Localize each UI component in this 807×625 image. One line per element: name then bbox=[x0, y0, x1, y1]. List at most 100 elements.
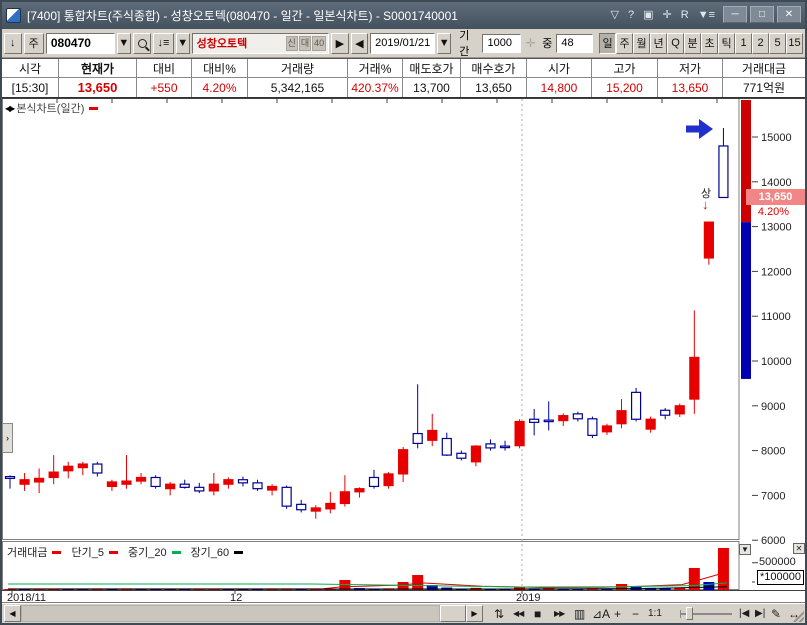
timeframe-button-1[interactable]: 1 bbox=[735, 32, 752, 54]
quote-value: +550 bbox=[150, 80, 178, 95]
left-panel-handle[interactable]: › bbox=[2, 423, 13, 453]
volume-legend: 거래대금 단기_5 중기_20 장기_60 bbox=[7, 544, 253, 560]
sort-button[interactable]: ↓≡ bbox=[153, 32, 174, 54]
pushpin-icon[interactable]: ✛ bbox=[662, 9, 672, 21]
auto-scale-icon[interactable]: ⇅ bbox=[494, 607, 505, 621]
next-day-button[interactable]: ▶ bbox=[331, 32, 349, 54]
search-button[interactable] bbox=[132, 32, 152, 54]
chart-area: 15000 14000 13000 12000 11000 10000 9000 8000 70… bbox=[2, 98, 805, 604]
quote-value: 13,650 bbox=[671, 80, 709, 95]
rewind-icon[interactable]: ◀◀ bbox=[513, 609, 524, 618]
timeframe-button-15[interactable]: 15 bbox=[786, 32, 803, 54]
timeframe-button-월[interactable]: 월 bbox=[633, 32, 650, 54]
stock-badge-2: 40 bbox=[312, 35, 327, 51]
minimize-button[interactable]: ─ bbox=[723, 6, 747, 23]
titlebar-icon-group: ▽? ▣ ✛ R ▼≡ bbox=[611, 2, 715, 29]
sort-dropdown-icon[interactable]: ▼ bbox=[175, 32, 190, 54]
count-label: 중 bbox=[542, 38, 553, 50]
quote-value: 771억원 bbox=[742, 81, 786, 95]
timeframe-button-년[interactable]: 년 bbox=[650, 32, 667, 54]
period-grid-icon[interactable]: ▥ bbox=[574, 607, 586, 621]
splitter-icon[interactable]: ◀▶ bbox=[5, 103, 15, 113]
r-mode-icon[interactable]: R bbox=[680, 9, 689, 21]
window-title: [7400] 통합차트(주식종합) - 성창오토텍(080470 - 일간 - … bbox=[27, 9, 458, 23]
quote-header: 거래량 bbox=[248, 59, 347, 78]
market-type-button[interactable]: 주 bbox=[23, 32, 44, 54]
move-disabled-icon: ✛ bbox=[525, 36, 536, 50]
scrollbar-thumb[interactable] bbox=[440, 605, 466, 622]
menu-icon[interactable]: ▼≡ bbox=[697, 9, 715, 21]
quote-col-9: 고가 15,200 bbox=[592, 59, 658, 97]
svg-text:11000: 11000 bbox=[761, 311, 791, 323]
timeframe-button-주[interactable]: 주 bbox=[616, 32, 633, 54]
price-series-marker bbox=[89, 106, 99, 110]
x-axis-label: 2019 bbox=[516, 592, 541, 604]
timeframe-button-5[interactable]: 5 bbox=[769, 32, 786, 54]
svg-text:13000: 13000 bbox=[761, 222, 792, 234]
count-input[interactable]: 48 bbox=[556, 33, 593, 53]
scrollbar-track[interactable] bbox=[21, 605, 440, 622]
timeframe-button-분[interactable]: 분 bbox=[684, 32, 701, 54]
scroll-right-button[interactable]: ▶ bbox=[466, 605, 483, 622]
stock-code-input[interactable]: 080470 bbox=[45, 32, 115, 54]
window-copy-icon[interactable]: ▣ bbox=[643, 9, 654, 21]
quote-col-8: 시가 14,800 bbox=[527, 59, 592, 97]
stock-badge-1: 대 bbox=[298, 35, 312, 51]
legend-marker-icon bbox=[234, 550, 244, 554]
quote-col-0: 시각 [15:30] bbox=[2, 59, 59, 97]
quote-header: 매도호가 bbox=[403, 59, 460, 78]
stock-badges: 신 대 40 bbox=[285, 35, 327, 51]
quote-col-11: 거래대금 771억원 bbox=[723, 59, 805, 97]
quote-value: 13,650 bbox=[475, 80, 512, 95]
quote-value: 15,200 bbox=[606, 80, 643, 95]
date-dropdown-icon[interactable]: ▼ bbox=[437, 32, 452, 54]
zoom-slider[interactable] bbox=[680, 610, 732, 618]
chart-dropdown-button[interactable]: ↓ bbox=[4, 32, 22, 54]
date-input[interactable]: 2019/01/21 bbox=[370, 32, 436, 54]
quote-value: 14,800 bbox=[540, 80, 578, 95]
fast-forward-icon[interactable]: ▶▶ bbox=[554, 609, 565, 618]
period-input[interactable]: 1000 bbox=[482, 33, 522, 53]
svg-text:15000: 15000 bbox=[761, 132, 792, 144]
stop-icon[interactable]: ■ bbox=[534, 607, 542, 621]
svg-text:10000: 10000 bbox=[761, 356, 792, 368]
timeframe-button-Q[interactable]: Q bbox=[667, 32, 684, 54]
pane-collapse-icon[interactable]: ▼ bbox=[739, 544, 751, 555]
prev-day-button[interactable]: ◀ bbox=[350, 32, 369, 54]
svg-text:12000: 12000 bbox=[761, 266, 792, 278]
go-last-icon[interactable]: ▶| bbox=[755, 608, 766, 619]
scroll-left-button[interactable]: ◀ bbox=[4, 605, 21, 622]
code-dropdown-icon[interactable]: ▼ bbox=[116, 32, 131, 54]
zoom-slider-thumb[interactable] bbox=[686, 607, 693, 620]
quote-header: 거래대금 bbox=[723, 59, 805, 78]
go-first-icon[interactable]: |◀ bbox=[739, 608, 750, 619]
edit-note-icon[interactable]: ✎ bbox=[771, 607, 782, 621]
maximize-button[interactable]: □ bbox=[750, 6, 774, 23]
timeframe-button-초[interactable]: 초 bbox=[701, 32, 718, 54]
quote-col-3: 대비% 4.20% bbox=[192, 59, 248, 97]
quote-header: 시가 bbox=[527, 59, 591, 78]
help-icon[interactable]: ? bbox=[627, 9, 635, 21]
quote-col-10: 저가 13,650 bbox=[658, 59, 723, 97]
pin-flag-icon[interactable]: ▽ bbox=[610, 9, 619, 21]
main-chart-legend: ◀▶ 본식차트(일간) bbox=[5, 100, 99, 116]
x-axis-label: 12 bbox=[230, 592, 243, 604]
limit-up-label: 상 bbox=[701, 188, 712, 200]
pane-close-icon[interactable]: ✕ bbox=[793, 543, 805, 554]
quote-header: 대비% bbox=[192, 59, 247, 78]
ratio-label[interactable]: 1:1 bbox=[648, 608, 662, 619]
svg-text:6000: 6000 bbox=[761, 535, 785, 547]
quote-col-1: 현재가 13,650 bbox=[59, 59, 137, 97]
zoom-out-icon[interactable]: − bbox=[632, 607, 640, 621]
zoom-in-icon[interactable]: + bbox=[614, 607, 622, 621]
current-price-marker: 13,650 bbox=[746, 189, 805, 206]
close-button[interactable]: ✕ bbox=[777, 6, 801, 23]
quote-header: 거래% bbox=[348, 59, 402, 78]
timeframe-button-틱[interactable]: 틱 bbox=[718, 32, 735, 54]
candlestick-chart[interactable]: 15000 14000 13000 12000 11000 10000 9000 8000 70… bbox=[2, 98, 805, 603]
app-logo-icon bbox=[6, 8, 21, 23]
trendline-icon[interactable]: ⊿A bbox=[592, 607, 611, 621]
timeframe-button-일[interactable]: 일 bbox=[599, 32, 616, 54]
timeframe-button-2[interactable]: 2 bbox=[752, 32, 769, 54]
current-price-percent: 4.20% bbox=[757, 206, 790, 219]
